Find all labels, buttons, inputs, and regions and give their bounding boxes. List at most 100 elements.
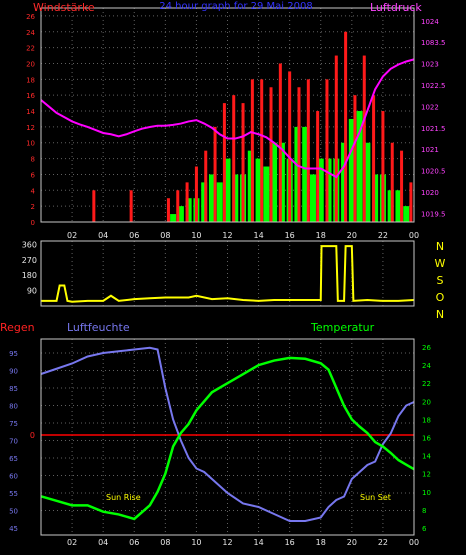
gust-bar <box>271 142 278 222</box>
pressure-tick-label: 1019.5 <box>421 210 446 218</box>
humidity-tick-label: 95 <box>9 350 18 358</box>
compass-label: N <box>436 240 444 253</box>
wind-bar <box>390 142 394 222</box>
compass-label: S <box>437 274 444 287</box>
chart-title: 24 hour graph for 29 Mai 2008 <box>159 1 312 12</box>
gust-bar <box>294 126 301 222</box>
gust-bar <box>170 214 177 222</box>
humidity-axis-labels: 95 90 85 80 75 70 65 60 55 50 45 <box>9 350 18 533</box>
direction-tick-label: 90 <box>27 287 37 296</box>
wind-tick-label: 6 <box>31 171 36 179</box>
temperature-tick-label: 14 <box>422 453 431 461</box>
wind-bar <box>344 31 348 223</box>
wind-bar <box>409 182 413 222</box>
temperature-tick-label: 18 <box>422 416 431 424</box>
pressure-tick-label: 1021 <box>421 146 439 154</box>
pressure-axis-labels: 1024 1083.5 1023 1022.5 1022 1021.5 1021 1020.5… <box>421 18 446 219</box>
humidity-tick-label: 70 <box>9 438 18 446</box>
gust-bar <box>395 190 402 222</box>
gust-bar <box>263 166 270 222</box>
gust-bar <box>403 206 410 222</box>
direction-axis-labels: 360 270 180 90 <box>22 240 37 295</box>
pressure-axis-title: Luftdruck <box>370 1 422 14</box>
gust-bar <box>278 142 285 222</box>
gust-bar <box>364 142 371 222</box>
pressure-line <box>40 58 415 179</box>
temperature-tick-label: 8 <box>422 507 426 515</box>
temperature-tick-label: 24 <box>422 362 431 370</box>
pressure-tick-label: 1023 <box>421 61 439 69</box>
x-tick-label: 12 <box>222 231 232 240</box>
wind-tick-label: 20 <box>26 60 35 68</box>
x-tick-label: 18 <box>316 231 326 240</box>
x-tick-label: 10 <box>191 231 201 240</box>
wind-bar <box>353 95 357 222</box>
pressure-tick-label: 1022 <box>421 103 439 111</box>
wind-bar <box>381 111 385 222</box>
gust-bar <box>208 174 215 222</box>
x-tick-label: 22 <box>378 231 388 240</box>
wind-tick-label: 12 <box>26 124 35 132</box>
wind-bar <box>297 87 301 222</box>
wind-bar <box>362 55 366 222</box>
humidity-tick-label: 75 <box>9 420 18 428</box>
x-tick-label: 20 <box>347 231 357 240</box>
sunset-label: Sun Set <box>360 493 391 502</box>
x-tick-label: 14 <box>253 538 263 547</box>
gust-bar <box>185 198 192 222</box>
temperature-tick-label: 12 <box>422 471 431 479</box>
wind-bar <box>400 150 404 222</box>
rain-axis-title: Regen <box>0 321 35 334</box>
temperature-axis-labels: 26 24 22 20 18 16 14 12 10 8 6 <box>422 344 431 533</box>
gust-bar <box>356 111 363 222</box>
wind-x-tick-labels: 02 04 06 08 10 12 14 16 18 20 22 00 <box>67 231 419 240</box>
compass-label: N <box>436 308 444 321</box>
gust-bar <box>201 182 208 222</box>
gust-bar <box>177 206 184 222</box>
wind-bar <box>306 79 310 222</box>
x-tick-label: 06 <box>129 231 139 240</box>
humidity-panel-frame <box>40 338 415 536</box>
x-tick-label: 08 <box>160 538 170 547</box>
wind-bar <box>232 95 236 222</box>
wind-bar <box>194 166 198 222</box>
temperature-tick-label: 22 <box>422 380 431 388</box>
pressure-tick-label: 1024 <box>421 18 439 26</box>
compass-label: W <box>435 257 446 270</box>
wind-bar <box>204 150 208 222</box>
humidity-tick-label: 80 <box>9 403 18 411</box>
temperature-tick-label: 20 <box>422 398 431 406</box>
temperature-line <box>40 356 415 521</box>
humidity-tick-label: 50 <box>9 508 18 516</box>
gust-bar <box>247 150 254 222</box>
humidity-tick-label: 60 <box>9 473 18 481</box>
gust-bar <box>255 158 262 222</box>
x-tick-label: 20 <box>347 538 357 547</box>
wind-tick-label: 8 <box>31 156 35 164</box>
x-tick-label: 06 <box>129 538 139 547</box>
humidity-temperature-panel: Regen Luftfeuchte Temperatur 95908580757… <box>0 321 431 547</box>
wind-bar <box>250 79 254 222</box>
x-tick-label: 04 <box>98 231 108 240</box>
humidity-line <box>40 346 415 522</box>
temperature-axis-title: Temperatur <box>310 321 375 334</box>
wind-tick-label: 10 <box>26 140 35 148</box>
humidity-tick-label: 90 <box>9 368 18 376</box>
wind-bar <box>278 63 282 223</box>
sunrise-label: Sun Rise <box>106 493 141 502</box>
wind-tick-label: 16 <box>26 92 35 100</box>
gust-bar <box>309 174 316 222</box>
direction-panel-frame <box>40 240 415 307</box>
wind-panel-frame <box>40 7 415 223</box>
x-tick-label: 12 <box>222 538 232 547</box>
wind-bar <box>185 182 189 222</box>
direction-line <box>41 245 415 303</box>
gust-bar <box>348 118 355 222</box>
gust-bar <box>317 158 324 222</box>
gust-bar <box>302 126 309 222</box>
direction-tick-label: 360 <box>22 240 37 249</box>
humidity-axis-title: Luftfeuchte <box>67 321 130 334</box>
